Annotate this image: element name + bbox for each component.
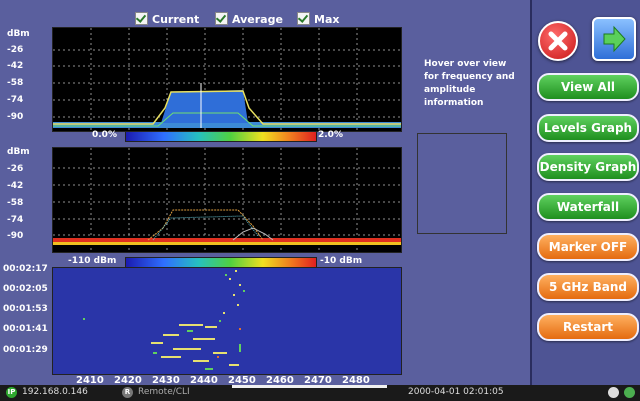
graph1-tick: -58 [7,78,24,88]
x-tick: 2460 [266,375,294,386]
marker-off-button[interactable]: Marker OFF [537,233,639,261]
graph1-tick: -74 [7,95,24,105]
density-secondary-trace [232,227,274,241]
density-floor-red [53,238,401,242]
max-trace [53,90,401,125]
close-icon [548,31,568,51]
amplitude-scale-max: -10 dBm [320,256,363,266]
graph2-unit: dBm [7,147,30,157]
waterfall-time: 00:01:53 [3,304,48,314]
graph2-tick: -26 [7,164,24,174]
graph1-tick: -26 [7,45,24,55]
band-5ghz-button[interactable]: 5 GHz Band [537,273,639,301]
ip-icon: IP [6,387,17,398]
graph2-tick: -90 [7,231,24,241]
legend-current[interactable]: Current [135,12,199,26]
view-all-button[interactable]: View All [537,73,639,101]
waterfall-graph[interactable] [52,267,402,375]
x-tick: 2450 [228,375,256,386]
waterfall-time: 00:02:17 [3,264,48,274]
graph2-tick: -42 [7,181,24,191]
globe-icon [624,387,635,398]
average-trace [53,112,401,127]
legend-average[interactable]: Average [215,12,283,26]
hover-info-text: Hover over view for frequency and amplit… [424,59,515,108]
remote-icon: R [122,387,133,398]
graph1-tick: -90 [7,112,24,122]
density-avg-trace [152,215,259,241]
x-tick: 2420 [114,375,142,386]
graph1-unit: dBm [7,29,30,39]
checkbox-max[interactable] [297,12,310,25]
noise-floor-band [53,122,401,128]
restart-button[interactable]: Restart [537,313,639,341]
density-graph-svg [53,148,401,252]
waterfall-time: 00:01:29 [3,345,48,355]
remote-cli-label: Remote/CLI [138,387,190,397]
density-graph-button[interactable]: Density Graph [537,153,639,181]
density-graph[interactable] [52,147,402,253]
density-floor-yellow [53,242,401,245]
levels-graph-button[interactable]: Levels Graph [537,114,639,142]
checkbox-current[interactable] [135,12,148,25]
datetime: 2000-04-01 02:01:05 [408,387,504,397]
x-tick: 2470 [304,375,332,386]
hover-info-box [417,133,507,234]
graph1-tick: -42 [7,61,24,71]
ip-address: 192.168.0.146 [22,387,88,397]
levels-graph[interactable] [52,27,402,132]
density-scale-max: 2.0% [318,130,343,140]
next-button[interactable] [592,17,636,61]
x-tick: 2440 [190,375,218,386]
waterfall-button[interactable]: Waterfall [537,193,639,221]
legend-max[interactable]: Max [297,12,339,26]
close-button[interactable] [538,21,578,61]
checkbox-average[interactable] [215,12,228,25]
waterfall-time: 00:01:41 [3,324,48,334]
waterfall-svg [83,270,245,370]
density-scale-bar [125,131,317,142]
density-scale-min: 0.0% [92,130,117,140]
status-bar: IP 192.168.0.146 R Remote/CLI 2000-04-01… [0,385,640,401]
settings-icon[interactable] [608,387,619,398]
waterfall-time: 00:02:05 [3,284,48,294]
arrow-right-icon [603,25,626,53]
x-tick: 2480 [342,375,370,386]
amplitude-scale-min: -110 dBm [68,256,117,266]
progress-strip [232,385,387,388]
x-tick: 2430 [152,375,180,386]
graph2-tick: -74 [7,215,24,225]
x-tick: 2410 [76,375,104,386]
signal-density-block [161,90,248,123]
levels-graph-svg [53,28,401,131]
graph2-tick: -58 [7,198,24,208]
